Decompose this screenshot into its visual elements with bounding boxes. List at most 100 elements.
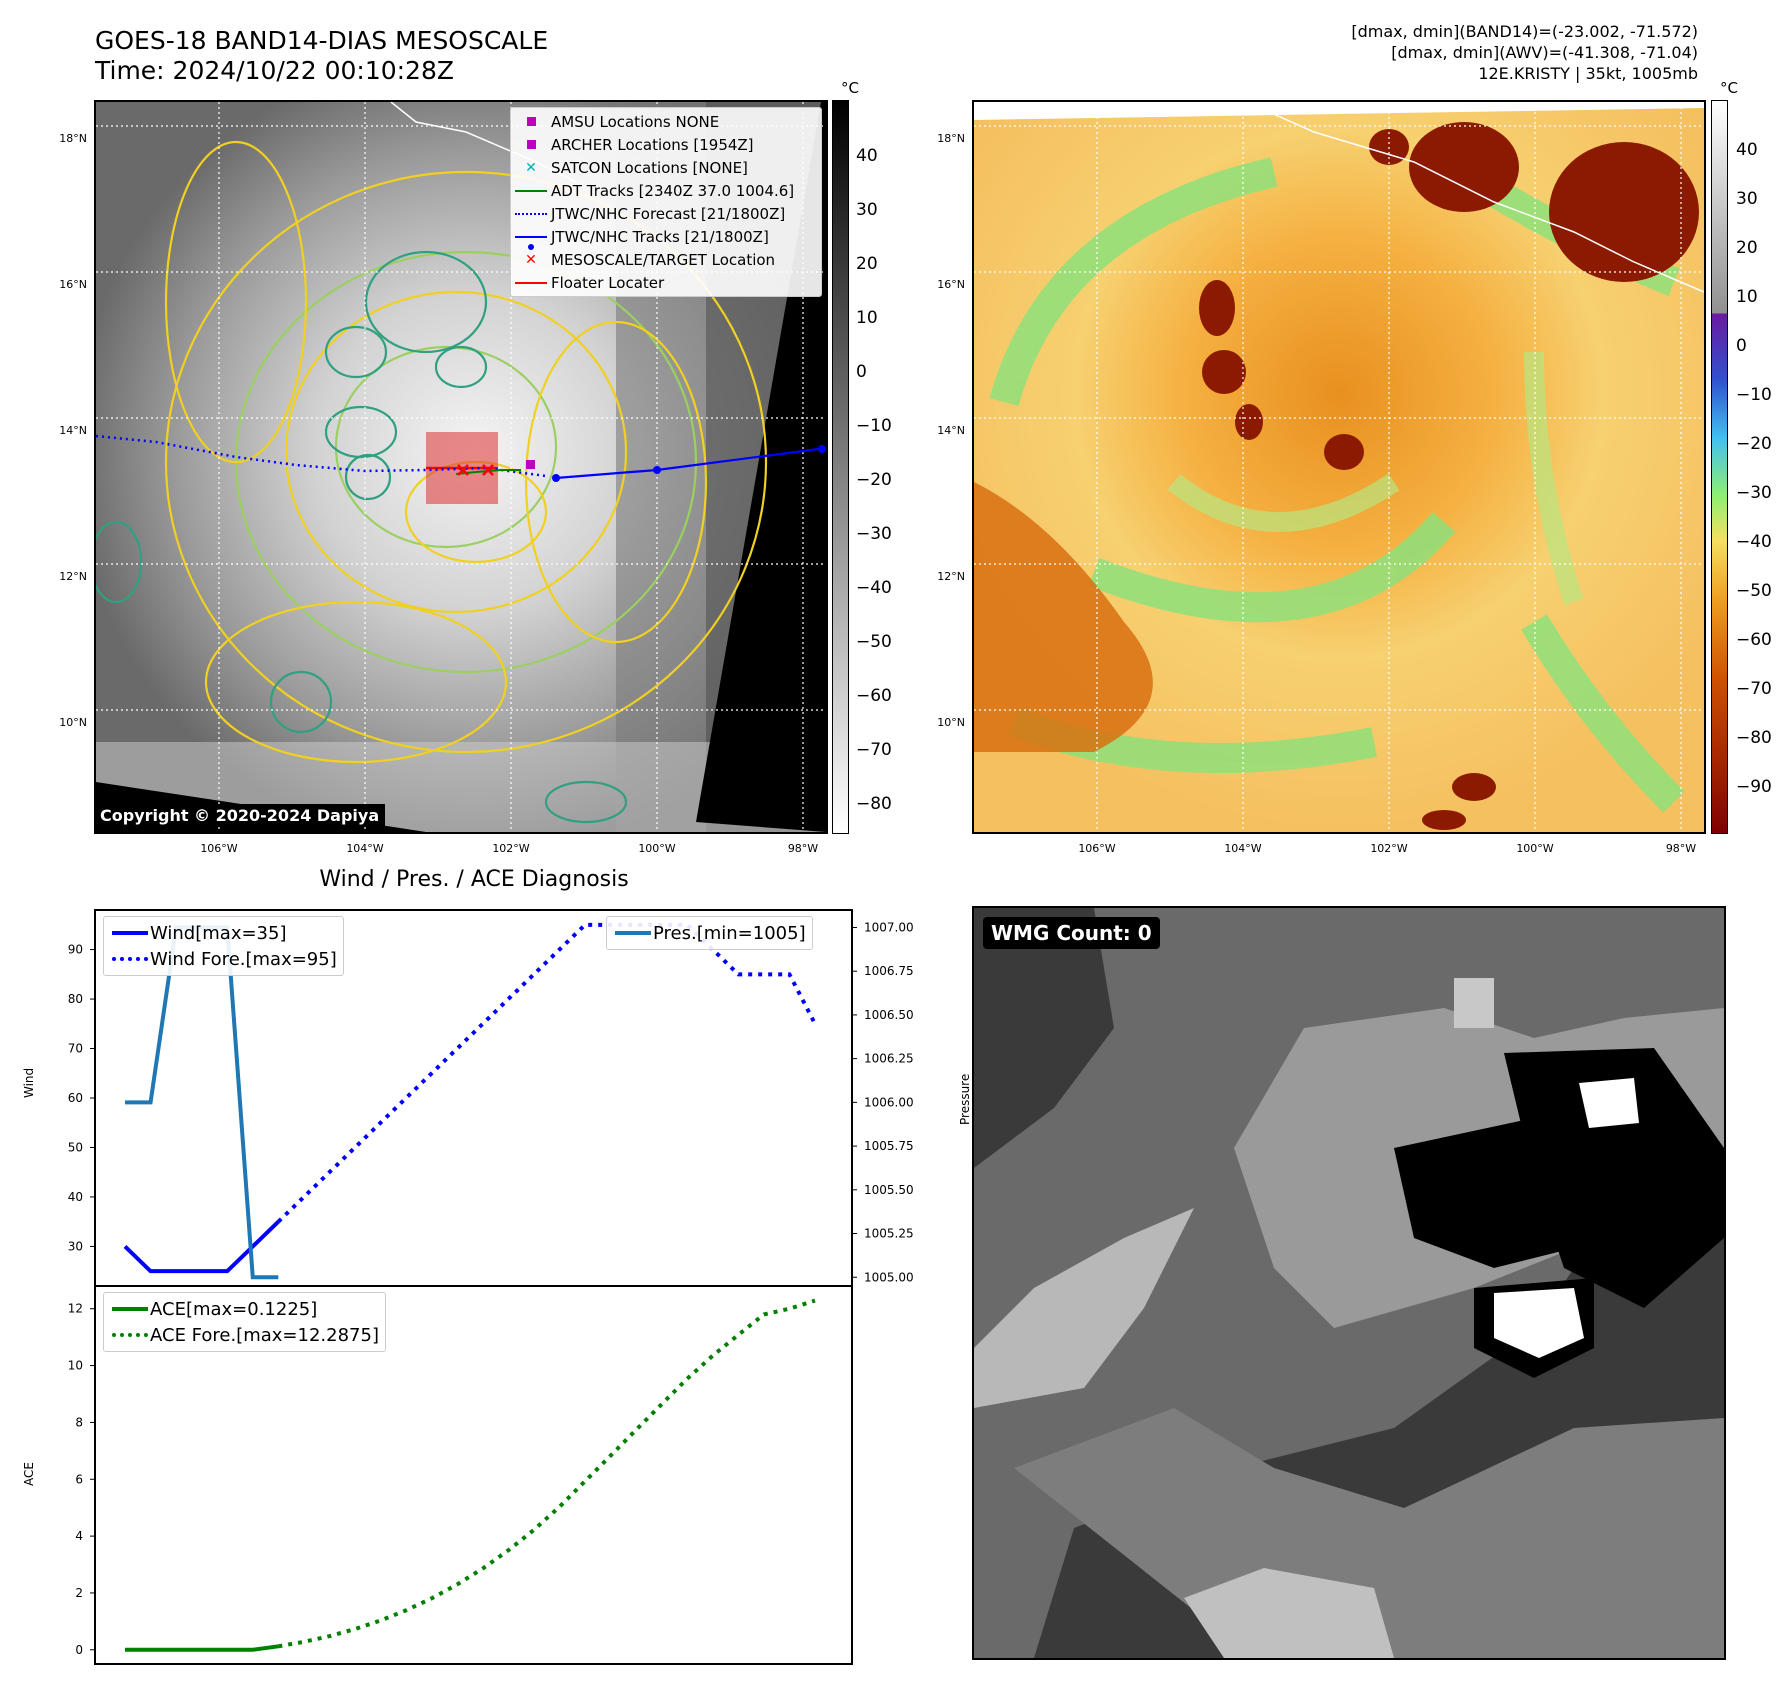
legend-archer: ARCHER Locations [1954Z]	[511, 133, 821, 156]
info-storm: 12E.KRISTY | 35kt, 1005mb	[1478, 64, 1698, 83]
colorbar-tick: 0	[1736, 336, 1747, 356]
wind-tick-label: 70	[68, 1042, 83, 1056]
colorbar-tick: 30	[856, 200, 878, 220]
solid-line-icon	[515, 189, 547, 192]
pressure-tick-label: 1006.25	[864, 1052, 914, 1066]
lat-label: 16°N	[59, 278, 87, 291]
awv-colorbar	[1711, 100, 1728, 834]
ace-tick-label: 12	[68, 1302, 83, 1316]
lat-label: 10°N	[937, 716, 965, 729]
colorbar-tick: 40	[1736, 140, 1758, 160]
wmg-count-label: WMG Count: 0	[983, 917, 1160, 949]
x-marker-icon: ✕	[525, 159, 537, 176]
image-title: GOES-18 BAND14-DIAS MESOSCALE	[95, 26, 549, 55]
pressure-axis-label: Pressure	[958, 1073, 972, 1125]
pressure-tick-label: 1007.00	[864, 920, 914, 934]
ace-tick-label: 4	[75, 1529, 83, 1543]
lon-label: 98°W	[1665, 842, 1697, 855]
diagnosis-charts: 304050607080901005.001005.251005.501005.…	[68, 909, 914, 1665]
lon-label: 106°W	[1078, 842, 1116, 855]
lon-label: 98°W	[787, 842, 819, 855]
wind-tick-label: 50	[68, 1140, 83, 1154]
ir-colorbar	[832, 100, 849, 834]
colorbar-tick: 20	[1736, 238, 1758, 258]
line-dot-icon	[515, 235, 547, 238]
lon-label: 104°W	[1224, 842, 1262, 855]
colorbar-tick: −20	[856, 470, 892, 490]
colorbar-tick: −90	[1736, 777, 1772, 797]
colorbar-tick: −70	[1736, 679, 1772, 699]
colorbar-tick: −70	[856, 740, 892, 760]
colorbar-unit: °C	[1720, 79, 1738, 97]
lat-label: 12°N	[937, 570, 965, 583]
dotted-line-icon	[112, 957, 148, 961]
dotted-line-icon	[112, 1333, 148, 1337]
colorbar-tick: 30	[1736, 189, 1758, 209]
wmg-image	[974, 908, 1724, 1658]
diagnosis-title: Wind / Pres. / ACE Diagnosis	[319, 867, 629, 892]
colorbar-tick: −10	[856, 416, 892, 436]
pressure-tick-label: 1005.75	[864, 1139, 914, 1153]
dotted-line-icon	[515, 212, 547, 215]
image-time: Time: 2024/10/22 00:10:28Z	[95, 56, 454, 85]
colorbar-tick: −50	[1736, 581, 1772, 601]
ace-tick-label: 10	[68, 1359, 83, 1373]
colorbar-tick: −40	[856, 578, 892, 598]
wind-tick-label: 60	[68, 1091, 83, 1105]
ace-plot: 0 2 4 6 8 10 12	[68, 1298, 816, 1657]
colorbar-tick: 0	[856, 362, 867, 382]
solid-line-icon	[515, 281, 547, 284]
colorbar-tick: −10	[1736, 385, 1772, 405]
wind-tick-label: 30	[68, 1239, 83, 1253]
x-marker-icon: ✕	[525, 251, 537, 268]
legend-floater: Floater Locater	[511, 271, 821, 294]
lat-label: 10°N	[59, 716, 87, 729]
series-line-0	[123, 1220, 280, 1274]
awv-map-image	[974, 102, 1704, 832]
lat-label: 16°N	[937, 278, 965, 291]
ace-tick-label: 6	[75, 1472, 83, 1486]
lon-label: 102°W	[492, 842, 530, 855]
lat-label: 14°N	[937, 424, 965, 437]
colorbar-tick: −50	[856, 632, 892, 652]
info-awv: [dmax, dmin](AWV)=(-41.308, -71.04)	[1391, 43, 1698, 62]
copyright-label: Copyright © 2020-2024 Dapiya	[94, 804, 386, 827]
lat-label: 14°N	[59, 424, 87, 437]
wind-legend: Wind[max=35] Wind Fore.[max=95]	[103, 916, 344, 976]
lon-label: 106°W	[200, 842, 238, 855]
ace-axis-label: ACE	[22, 1462, 36, 1486]
lon-label: 100°W	[1516, 842, 1554, 855]
wind-tick-label: 40	[68, 1190, 83, 1204]
colorbar-tick: 10	[1736, 287, 1758, 307]
legend-forecast: JTWC/NHC Forecast [21/1800Z]	[511, 202, 821, 225]
ace-tick-label: 8	[75, 1415, 83, 1429]
awv-map-panel	[972, 100, 1706, 834]
lat-label: 12°N	[59, 570, 87, 583]
colorbar-tick: 40	[856, 146, 878, 166]
solid-line-icon	[112, 931, 148, 935]
lon-label: 104°W	[346, 842, 384, 855]
wind-tick-label: 80	[68, 992, 83, 1006]
pressure-tick-label: 1006.50	[864, 1008, 914, 1022]
wind-tick-label: 90	[68, 943, 83, 957]
lon-label: 102°W	[1370, 842, 1408, 855]
ace-tick-label: 2	[75, 1586, 83, 1600]
info-band14: [dmax, dmin](BAND14)=(-23.002, -71.572)	[1351, 22, 1698, 41]
wmg-panel	[972, 906, 1726, 1660]
lon-label: 100°W	[638, 842, 676, 855]
pressure-tick-label: 1006.75	[864, 964, 914, 978]
colorbar-unit: °C	[841, 79, 859, 97]
ace-axes	[94, 1285, 853, 1665]
square-marker-icon	[526, 117, 536, 126]
pressure-tick-label: 1005.00	[864, 1270, 914, 1284]
solid-line-icon	[112, 1307, 148, 1311]
ace-tick-label: 0	[75, 1643, 83, 1657]
map-legend: AMSU Locations NONE ARCHER Locations [19…	[510, 107, 822, 297]
wind-pressure-plot: 30 40 50 60 70 80 90 1005.00 1005.25 1005.50 1005.…	[68, 920, 914, 1284]
legend-satcon: ✕ SATCON Locations [NONE]	[511, 156, 821, 179]
colorbar-tick: −80	[856, 794, 892, 814]
colorbar-tick: −40	[1736, 532, 1772, 552]
colorbar-tick: −20	[1736, 434, 1772, 454]
legend-amsu: AMSU Locations NONE	[511, 110, 821, 133]
colorbar-tick: −30	[856, 524, 892, 544]
